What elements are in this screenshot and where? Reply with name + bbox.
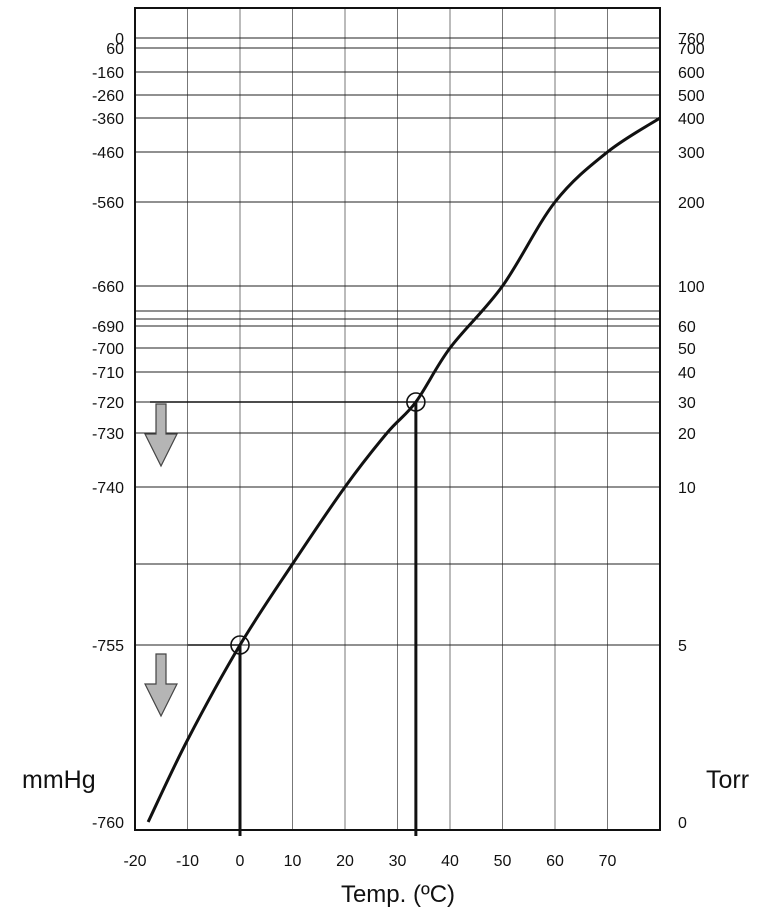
left-y-tick-label: -710 (92, 365, 124, 382)
left-axis-unit: mmHg (22, 766, 96, 794)
down-arrow-icon (144, 403, 178, 468)
x-tick-label: -10 (176, 853, 199, 870)
x-tick-label: 20 (336, 853, 354, 870)
right-y-tick-label: 0 (678, 815, 687, 832)
arrows (144, 403, 178, 718)
right-y-tick-label: 600 (678, 65, 705, 82)
x-axis-title: Temp. (ºC) (341, 881, 455, 908)
right-y-tick-label: 200 (678, 195, 705, 212)
right-y-tick-label: 60 (678, 319, 696, 336)
right-y-tick-label: 5 (678, 638, 687, 655)
x-tick-label: 50 (494, 853, 512, 870)
right-axis-unit: Torr (706, 766, 749, 794)
x-tick-label: -20 (123, 853, 146, 870)
right-y-tick-label: 10 (678, 480, 696, 497)
right-y-tick-label: 400 (678, 111, 705, 128)
x-tick-label: 60 (546, 853, 564, 870)
x-tick-label: 70 (599, 853, 617, 870)
x-tick-label: 10 (284, 853, 302, 870)
left-y-tick-label: -160 (92, 65, 124, 82)
left-y-tick-label: -690 (92, 319, 124, 336)
left-y-tick-label: -760 (92, 815, 124, 832)
grid (135, 8, 660, 830)
vapor-pressure-curve (146, 116, 661, 823)
left-y-tick-label: -460 (92, 145, 124, 162)
right-y-tick-label: 760 (678, 31, 705, 48)
left-y-tick-label: -740 (92, 480, 124, 497)
plot-frame (134, 7, 661, 831)
right-y-tick-label: 300 (678, 145, 705, 162)
x-tick-label: 40 (441, 853, 459, 870)
left-y-tick-label: 0 (115, 31, 124, 48)
right-y-tick-label: 50 (678, 341, 696, 358)
curve-layer (146, 116, 661, 823)
left-y-tick-label: -730 (92, 426, 124, 443)
right-y-tick-label: 40 (678, 365, 696, 382)
right-y-tick-label: 20 (678, 426, 696, 443)
left-y-tick-label: -720 (92, 395, 124, 412)
right-y-tick-label: 700 (678, 41, 705, 58)
left-y-tick-label: -260 (92, 88, 124, 105)
left-y-tick-label: -660 (92, 279, 124, 296)
point-marker-circle (230, 635, 250, 655)
x-tick-label: 0 (236, 853, 245, 870)
point-marker-circle (406, 392, 426, 412)
right-y-tick-label: 500 (678, 88, 705, 105)
guide-lines (150, 392, 426, 836)
left-y-tick-label: -560 (92, 195, 124, 212)
down-arrow-icon (144, 653, 178, 718)
left-y-tick-label: -360 (92, 111, 124, 128)
left-y-tick-label: 60 (106, 41, 124, 58)
left-y-tick-label: -755 (92, 638, 124, 655)
x-tick-label: 30 (389, 853, 407, 870)
right-y-tick-label: 30 (678, 395, 696, 412)
right-y-tick-label: 100 (678, 279, 705, 296)
left-y-tick-label: -700 (92, 341, 124, 358)
